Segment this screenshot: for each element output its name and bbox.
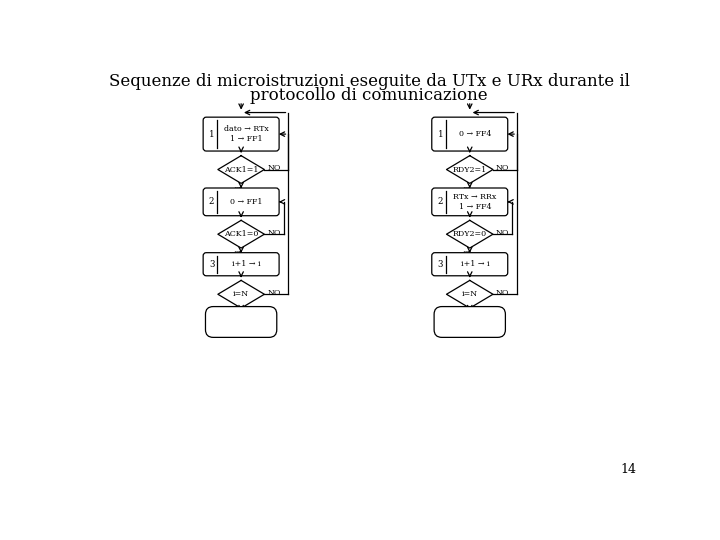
Text: SI: SI [462,310,471,319]
FancyBboxPatch shape [203,253,279,276]
Text: dato → RTx
1 → FF1: dato → RTx 1 → FF1 [224,125,269,143]
Text: i=N: i=N [462,291,478,298]
Text: SI: SI [234,186,242,194]
Text: SI: SI [234,310,242,319]
Text: 3: 3 [209,260,215,269]
FancyBboxPatch shape [203,188,279,215]
FancyBboxPatch shape [432,253,508,276]
Text: NO: NO [496,164,510,172]
FancyBboxPatch shape [205,307,276,338]
Text: i=N: i=N [233,291,249,298]
Text: 1: 1 [209,130,215,139]
FancyBboxPatch shape [432,188,508,215]
Text: 3: 3 [438,260,443,269]
Text: 0 → FF1: 0 → FF1 [230,198,263,206]
Text: NO: NO [267,228,281,237]
Text: SI: SI [462,251,471,258]
Text: i+1 → i: i+1 → i [233,260,261,268]
Text: 14: 14 [621,463,636,476]
Text: 1: 1 [438,130,443,139]
Text: RDY2=0: RDY2=0 [453,230,487,238]
Text: ACK1=1: ACK1=1 [224,166,258,173]
FancyBboxPatch shape [203,117,279,151]
Text: 2: 2 [438,197,443,206]
Text: Sequenze di microistruzioni eseguite da UTx e URx durante il: Sequenze di microistruzioni eseguite da … [109,73,629,90]
Text: NO: NO [267,164,281,172]
Text: SI: SI [234,251,242,258]
Text: RDY2=1: RDY2=1 [453,166,487,173]
Text: RTx → RRx
1 → FF4: RTx → RRx 1 → FF4 [454,193,497,211]
Text: 0 → FF4: 0 → FF4 [459,130,492,138]
Text: ACK1=0: ACK1=0 [224,230,258,238]
Text: NO: NO [496,289,510,296]
FancyBboxPatch shape [434,307,505,338]
Text: NO: NO [496,228,510,237]
Text: SI: SI [462,186,471,194]
Text: NO: NO [267,289,281,296]
Text: 2: 2 [209,197,215,206]
Text: i+1 → i: i+1 → i [461,260,490,268]
Text: protocollo di comunicazione: protocollo di comunicazione [250,87,488,104]
FancyBboxPatch shape [432,117,508,151]
